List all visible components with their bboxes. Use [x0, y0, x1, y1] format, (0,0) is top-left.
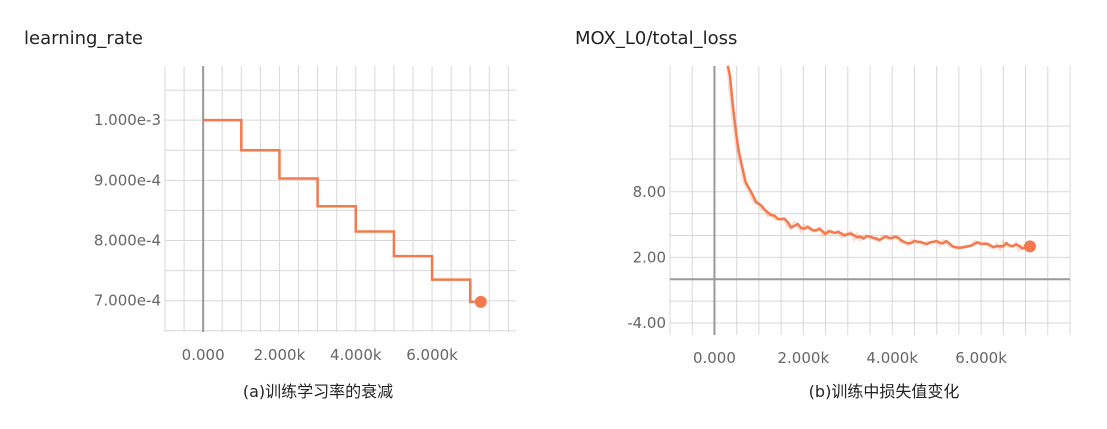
x-tick-label: 4.000k — [330, 346, 382, 364]
chart-title: MOX_L0/total_loss — [575, 28, 738, 49]
series-line — [726, 65, 1031, 250]
series-line — [203, 118, 475, 304]
total-loss-chart: 0.000 2.000k 4.000k 6.000k 8.00 2.00 -4.00 — [627, 65, 1071, 367]
x-tick-label: 6.000k — [406, 346, 458, 364]
y-tick-label: -4.00 — [627, 314, 666, 332]
x-tick-label: 2.000k — [778, 349, 830, 367]
raw-loss-trace — [726, 65, 1031, 254]
learning-rate-chart: 0.000 2.000k 4.000k 6.000k 1.000e-3 9.000e-4 8… — [94, 66, 516, 364]
y-tick-label: 7.000e-4 — [94, 292, 161, 310]
x-tick-label: 4.000k — [866, 349, 918, 367]
total-loss-chart-panel: MOX_L0/total_loss 0.000 2.000k 4.000k 6.000… — [555, 0, 1107, 429]
y-tick-label: 1.000e-3 — [94, 111, 161, 129]
chart-caption: (b)训练中损失值变化 — [808, 382, 960, 401]
y-tick-label: 9.000e-4 — [94, 171, 161, 189]
x-tick-label: 2.000k — [254, 346, 306, 364]
x-tick-label: 0.000 — [182, 346, 225, 364]
chart-caption: (a)训练学习率的衰减 — [242, 382, 394, 401]
x-tick-label: 0.000 — [693, 349, 736, 367]
last-point-marker — [474, 295, 487, 308]
chart-title: learning_rate — [24, 28, 143, 49]
learning-rate-chart-panel: learning_rate 0.000 2.000k 4.000k 6.000k 1.0… — [0, 0, 540, 429]
y-tick-label: 2.00 — [633, 248, 666, 266]
y-tick-label: 8.000e-4 — [94, 232, 161, 250]
y-tick-label: 8.00 — [633, 183, 666, 201]
last-point-marker — [1024, 240, 1036, 253]
x-tick-label: 6.000k — [955, 349, 1007, 367]
